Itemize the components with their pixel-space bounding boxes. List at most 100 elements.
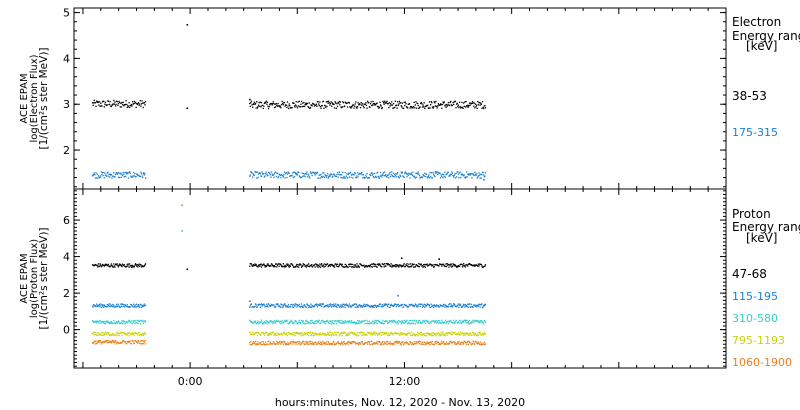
data-point: [362, 103, 364, 105]
data-point: [123, 176, 125, 178]
data-point: [332, 265, 335, 268]
data-point: [303, 332, 306, 334]
data-point: [374, 102, 376, 105]
data-point: [106, 104, 108, 106]
data-point: [311, 104, 313, 106]
data-point: [342, 332, 344, 335]
data-point: [456, 319, 458, 322]
data-point: [476, 306, 478, 308]
data-point: [405, 304, 408, 307]
data-point: [435, 306, 437, 308]
data-point: [396, 322, 398, 324]
data-point: [319, 303, 321, 305]
data-point: [99, 263, 101, 265]
data-point: [371, 322, 373, 324]
data-point: [353, 322, 355, 324]
data-point: [291, 343, 293, 345]
data-point: [354, 322, 356, 324]
data-point: [294, 335, 296, 337]
data-point: [358, 342, 360, 344]
data-point: [279, 174, 281, 177]
data-point: [113, 320, 115, 322]
data-point: [402, 320, 404, 322]
data-point: [299, 263, 302, 265]
data-point: [295, 303, 297, 306]
data-point: [377, 343, 379, 345]
data-point: [450, 100, 452, 103]
data-point: [302, 334, 304, 337]
data-point: [372, 173, 374, 175]
data-point: [348, 303, 350, 305]
data-point: [267, 306, 269, 308]
data-point: [446, 263, 448, 265]
data-point: [254, 333, 256, 335]
data-point: [144, 304, 147, 306]
data-point: [398, 266, 400, 268]
data-point: [431, 102, 433, 104]
data-point: [373, 333, 375, 335]
data-point: [418, 263, 420, 265]
data-point: [313, 344, 315, 346]
data-point: [142, 332, 144, 335]
data-point: [423, 332, 425, 335]
y-axis-label-line: log(Proton Flux): [29, 239, 40, 318]
data-point: [186, 107, 189, 109]
data-point: [463, 321, 465, 323]
data-point: [251, 104, 253, 106]
data-point: [411, 265, 413, 267]
data-point: [331, 343, 333, 345]
data-point: [299, 332, 302, 334]
data-point: [127, 331, 129, 334]
data-point: [101, 341, 104, 344]
data-point: [276, 342, 279, 344]
data-point: [273, 173, 276, 175]
data-point: [397, 304, 399, 306]
data-point: [456, 176, 458, 178]
data-point: [270, 319, 272, 322]
data-point: [286, 343, 289, 346]
data-point: [324, 265, 326, 267]
data-point: [142, 173, 144, 175]
data-point: [387, 174, 389, 176]
data-point: [370, 304, 372, 307]
data-point: [448, 303, 451, 305]
data-point: [104, 263, 107, 265]
data-point: [466, 306, 468, 308]
data-point: [445, 341, 448, 343]
data-point: [420, 334, 422, 336]
data-point: [296, 304, 299, 306]
data-point: [367, 100, 369, 102]
data-point: [125, 321, 127, 323]
data-point: [400, 105, 402, 107]
data-point: [447, 263, 449, 266]
data-point: [326, 304, 329, 306]
data-point: [270, 305, 272, 307]
data-point: [94, 343, 97, 345]
data-point: [96, 173, 98, 175]
data-point: [265, 173, 267, 175]
data-point: [410, 173, 412, 175]
data-point: [103, 333, 105, 335]
data-point: [341, 263, 343, 266]
data-point: [378, 106, 380, 108]
data-point: [400, 332, 402, 334]
data-point: [379, 343, 382, 346]
data-point: [407, 265, 409, 267]
data-point: [116, 303, 118, 305]
data-point: [401, 321, 403, 323]
data-point: [458, 343, 461, 346]
y-axis-label-line: [1/(cm²s ster MeV)]: [38, 227, 50, 329]
data-point: [374, 322, 376, 324]
data-point: [429, 107, 431, 109]
data-point: [470, 333, 472, 335]
data-point: [296, 343, 298, 345]
data-point: [395, 303, 397, 306]
data-point: [311, 334, 313, 336]
data-point: [298, 343, 300, 345]
data-point: [341, 341, 343, 343]
data-point: [445, 263, 447, 265]
data-point: [186, 268, 189, 271]
data-point: [264, 266, 266, 268]
data-point: [442, 331, 444, 333]
data-point: [319, 322, 322, 324]
